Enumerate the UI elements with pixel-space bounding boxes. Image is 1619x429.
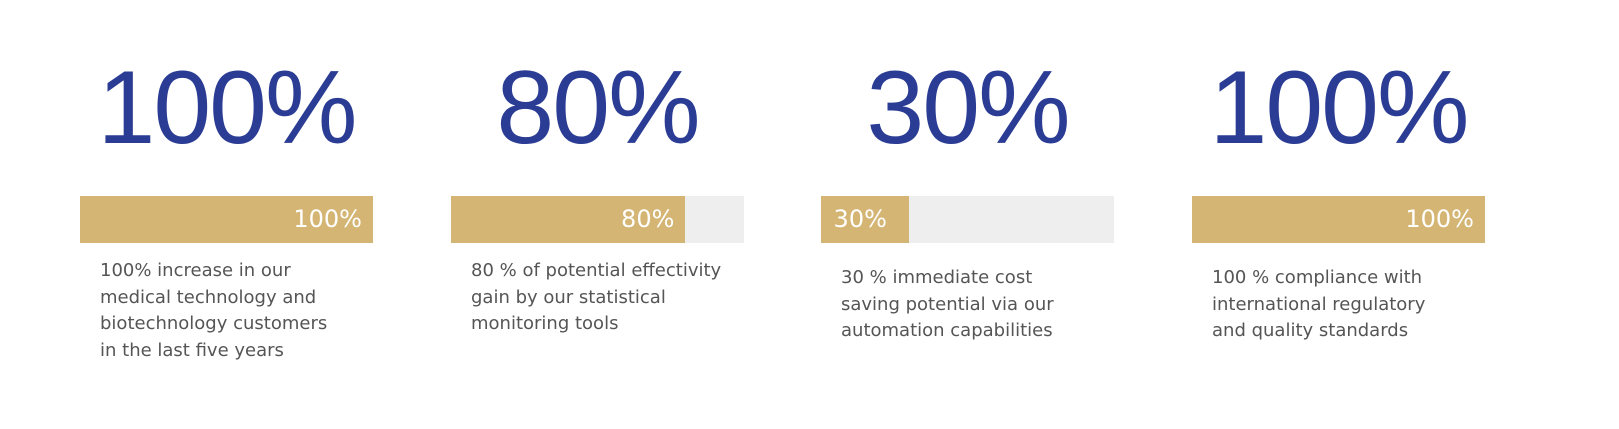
stat-description: 100% increase in our medical technology a…	[100, 258, 327, 364]
progress-fill	[80, 196, 373, 243]
description-line: international regulatory	[1212, 293, 1426, 315]
progress-fill	[451, 196, 686, 243]
progress-track: 100%	[1192, 196, 1485, 243]
description-line: biotechnology customers	[100, 313, 328, 334]
stat-headline: 100%	[1209, 50, 1470, 166]
stat-card: 80% 80% 80 % of potential effectivity gain …	[451, 0, 744, 429]
progress-fill	[821, 196, 909, 243]
progress-track: 30%	[821, 196, 1114, 243]
stat-headline: 30%	[866, 50, 1070, 166]
stat-card: 30% 30% 30 % immediate cost saving potentia…	[821, 0, 1114, 429]
progress-track: 100%	[80, 196, 373, 243]
description-line: in the last five years	[100, 339, 284, 361]
description-line: gain by our statistical	[471, 286, 666, 308]
description-line: saving potential via our	[841, 293, 1054, 315]
stat-description: 100 % compliance with international regul…	[1212, 265, 1425, 345]
description-line: 100 % compliance with	[1212, 267, 1423, 288]
stat-description: 80 % of potential effectivity gain by our…	[471, 258, 721, 338]
progress-track: 80%	[451, 196, 744, 243]
description-line: monitoring tools	[471, 313, 619, 334]
description-line: automation capabilities	[841, 320, 1053, 341]
stat-card: 100% 100% 100% increase in our medical tech…	[80, 0, 373, 429]
stat-headline: 80%	[496, 50, 700, 166]
description-line: 30 % immediate cost	[841, 267, 1033, 288]
description-line: 80 % of potential effectivity	[471, 260, 722, 281]
stat-description: 30 % immediate cost saving potential via …	[841, 265, 1054, 345]
progress-fill	[1192, 196, 1485, 243]
progress-label: 100%	[293, 205, 362, 233]
stat-headline: 100%	[97, 50, 358, 166]
stat-card: 100% 100% 100 % compliance with internation…	[1192, 0, 1485, 429]
description-line: medical technology and	[100, 286, 317, 308]
progress-label: 30%	[833, 205, 887, 233]
description-line: 100% increase in our	[100, 260, 291, 281]
progress-label: 80%	[621, 205, 675, 233]
description-line: and quality standards	[1212, 320, 1409, 341]
progress-label: 100%	[1405, 205, 1474, 233]
